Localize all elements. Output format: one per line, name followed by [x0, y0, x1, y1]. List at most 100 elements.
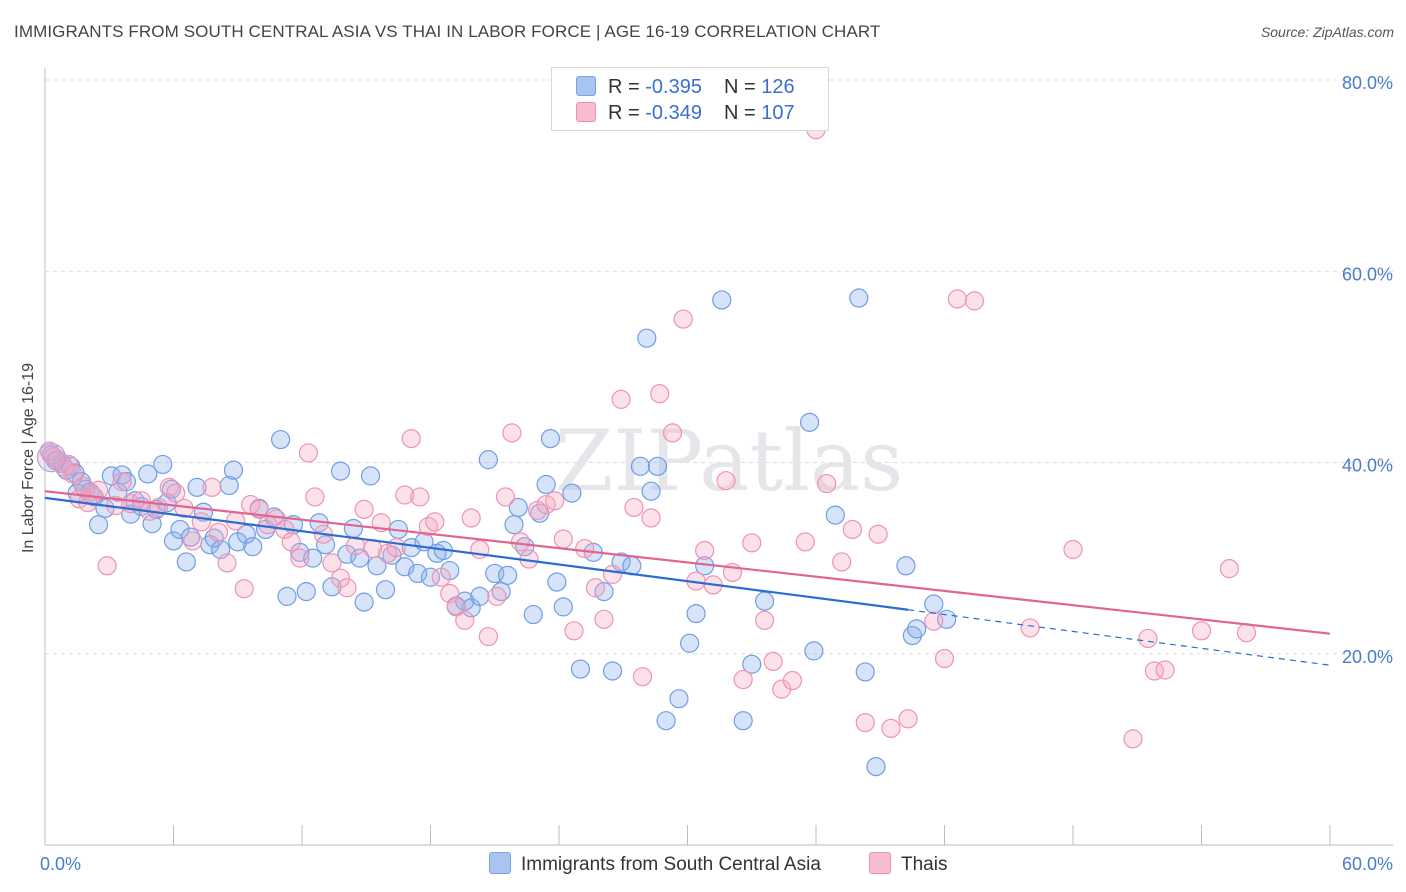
- data-point: [386, 538, 406, 558]
- data-point: [832, 552, 852, 572]
- trend-line: [44, 496, 909, 611]
- data-point: [420, 567, 441, 587]
- tick-labels: 20.0% 40.0% 60.0% 80.0% 0.0% 60.0%: [40, 73, 1393, 874]
- y-tick-label: 80.0%: [1342, 73, 1393, 93]
- data-point: [236, 524, 256, 544]
- data-point: [868, 524, 888, 544]
- x-tick-label: 60.0%: [1342, 854, 1393, 874]
- data-point: [662, 423, 683, 443]
- data-point: [48, 450, 68, 470]
- legend-swatch-series-1: [576, 76, 596, 96]
- data-point: [470, 586, 490, 606]
- bottom-legend-label: Immigrants from South Central Asia: [521, 854, 821, 875]
- data-point: [1063, 539, 1083, 560]
- data-point: [330, 461, 351, 481]
- trend-line-extension: [908, 609, 1331, 666]
- data-point: [1236, 623, 1257, 643]
- x-tick-label: 0.0%: [40, 854, 81, 874]
- data-point: [754, 591, 775, 611]
- data-point: [650, 384, 670, 404]
- data-point: [395, 485, 415, 505]
- data-point: [63, 464, 83, 484]
- data-point: [1020, 618, 1040, 638]
- legend-row-series-2: R = -0.349 N = 107: [576, 102, 795, 126]
- data-point: [763, 651, 783, 672]
- bottom-legend-series-1: Immigrants from South Central Asia: [489, 852, 821, 876]
- data-point: [947, 289, 967, 309]
- data-point: [95, 498, 115, 518]
- data-point: [97, 556, 117, 576]
- data-point: [36, 443, 67, 473]
- data-point: [354, 592, 374, 612]
- data-point: [855, 662, 875, 682]
- data-point: [343, 518, 363, 539]
- data-point: [680, 633, 700, 653]
- trend-line: [44, 490, 1331, 635]
- data-point: [641, 481, 661, 501]
- data-point: [804, 641, 824, 661]
- legend-r-value: -0.395: [645, 76, 702, 98]
- source-label: Source: ZipAtlas.com: [1260, 24, 1394, 40]
- data-point: [630, 456, 650, 476]
- data-point: [585, 578, 606, 598]
- data-point: [624, 497, 644, 518]
- data-point: [504, 515, 524, 535]
- data-point: [669, 689, 689, 709]
- data-point: [547, 572, 567, 592]
- data-point: [742, 533, 762, 553]
- data-point: [270, 429, 291, 450]
- data-point: [1144, 661, 1164, 681]
- data-point: [487, 586, 507, 606]
- data-point: [907, 619, 927, 639]
- data-point: [611, 389, 631, 409]
- data-point: [170, 519, 190, 540]
- data-point: [564, 621, 584, 641]
- y-axis-label: In Labor Force | Age 16-19: [20, 363, 37, 553]
- data-point: [176, 552, 196, 572]
- data-point: [602, 661, 623, 681]
- data-point: [208, 522, 229, 542]
- data-point: [219, 475, 239, 496]
- data-point: [281, 532, 301, 552]
- data-point: [562, 483, 582, 503]
- data-point: [553, 597, 573, 617]
- data-point: [1155, 660, 1175, 680]
- data-point: [570, 659, 591, 679]
- trend-lines: [44, 490, 1331, 666]
- data-point: [401, 428, 421, 449]
- data-point: [58, 454, 79, 475]
- data-point: [881, 718, 901, 738]
- data-point: [101, 466, 121, 486]
- bottom-legend-swatch-series-2: [869, 852, 891, 874]
- data-point: [153, 454, 173, 475]
- y-tick-label: 60.0%: [1342, 264, 1393, 284]
- data-point: [795, 532, 815, 552]
- data-point: [360, 466, 381, 486]
- data-point: [88, 480, 109, 500]
- data-point: [673, 309, 693, 329]
- data-point: [455, 610, 475, 630]
- data-point: [647, 456, 668, 476]
- data-point: [866, 756, 886, 777]
- data-point: [1123, 729, 1143, 749]
- data-point: [112, 472, 132, 492]
- data-point: [686, 603, 706, 624]
- data-point: [408, 563, 428, 584]
- watermark: ZIPatlas: [555, 412, 903, 510]
- data-point: [553, 529, 573, 549]
- data-point: [138, 464, 158, 484]
- data-point: [234, 579, 254, 599]
- data-point: [742, 654, 762, 674]
- data-point: [575, 538, 595, 559]
- data-point: [290, 548, 310, 568]
- data-point: [243, 537, 263, 557]
- data-point: [1138, 628, 1158, 649]
- data-point: [330, 568, 351, 588]
- data-point: [733, 711, 753, 731]
- data-point: [510, 532, 531, 552]
- legend-n-label: N =: [723, 102, 762, 124]
- data-point: [733, 669, 753, 690]
- data-point: [322, 553, 342, 573]
- y-tick-label: 40.0%: [1342, 456, 1393, 476]
